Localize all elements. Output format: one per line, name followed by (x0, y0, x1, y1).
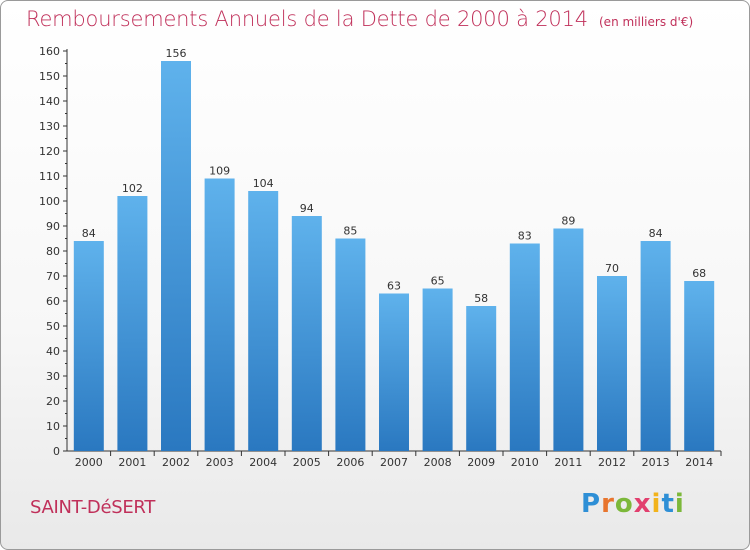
bar-value-label: 156 (166, 47, 187, 60)
x-tick-label: 2005 (293, 456, 321, 469)
x-tick-label: 2004 (249, 456, 277, 469)
x-tick-label: 2003 (206, 456, 234, 469)
bar-2009 (466, 306, 497, 451)
bar-2003 (204, 178, 235, 451)
bar-value-label: 58 (474, 292, 488, 305)
bar-value-label: 104 (253, 177, 274, 190)
bar-2010 (509, 243, 540, 451)
bar-value-label: 109 (209, 165, 230, 178)
bar-value-label: 63 (387, 280, 401, 293)
y-tick-label: 80 (46, 245, 60, 258)
chart-title: Remboursements Annuels de la Dette de 20… (26, 7, 588, 31)
y-tick-label: 10 (46, 420, 60, 433)
x-tick-label: 2012 (598, 456, 626, 469)
y-tick-label: 20 (46, 395, 60, 408)
bar-2004 (248, 191, 279, 451)
place-name: SAINT-DéSERT (30, 497, 156, 518)
x-tick-label: 2011 (554, 456, 582, 469)
y-tick-label: 150 (39, 70, 60, 83)
y-tick-label: 120 (39, 145, 60, 158)
y-tick-label: 110 (39, 170, 60, 183)
bar-value-label: 70 (605, 262, 619, 275)
x-tick-label: 2010 (511, 456, 539, 469)
y-tick-label: 70 (46, 270, 60, 283)
y-tick-label: 140 (39, 95, 60, 108)
chart-unit-note: (en milliers d'€) (599, 15, 694, 29)
y-tick-label: 0 (53, 445, 60, 458)
x-tick-label: 2008 (424, 456, 452, 469)
bar-2007 (379, 293, 409, 451)
proxiti-logo[interactable]: Proxiti (581, 489, 685, 519)
y-tick-label: 130 (39, 120, 60, 133)
bar-2005 (291, 216, 322, 451)
y-tick-label: 60 (46, 295, 60, 308)
chart-title-block: Remboursements Annuels de la Dette de 20… (26, 7, 693, 31)
y-tick-label: 30 (46, 370, 60, 383)
y-tick-label: 100 (39, 195, 60, 208)
bar-2011 (553, 228, 584, 451)
bar-value-label: 85 (343, 225, 357, 238)
bar-value-label: 84 (82, 227, 96, 240)
x-tick-label: 2013 (642, 456, 670, 469)
bar-value-label: 102 (122, 182, 143, 195)
y-tick-label: 50 (46, 320, 60, 333)
x-tick-label: 2007 (380, 456, 408, 469)
bar-value-label: 68 (692, 267, 706, 280)
x-tick-label: 2014 (685, 456, 713, 469)
bar-2002 (161, 61, 191, 451)
bar-value-label: 65 (431, 275, 445, 288)
bar-value-label: 84 (649, 227, 663, 240)
bar-value-label: 89 (561, 215, 575, 228)
bar-2013 (640, 241, 671, 451)
x-tick-label: 2000 (75, 456, 103, 469)
bar-2008 (422, 288, 453, 451)
y-tick-label: 90 (46, 220, 60, 233)
x-tick-label: 2001 (118, 456, 146, 469)
bar-2006 (335, 238, 366, 451)
x-tick-label: 2002 (162, 456, 190, 469)
bar-2001 (117, 196, 148, 451)
y-tick-label: 160 (39, 45, 60, 58)
x-tick-label: 2009 (467, 456, 495, 469)
bar-2000 (73, 241, 104, 451)
x-tick-label: 2006 (336, 456, 364, 469)
y-tick-label: 40 (46, 345, 60, 358)
bar-value-label: 83 (518, 230, 532, 243)
bar-2014 (684, 281, 715, 451)
bar-2012 (597, 276, 627, 451)
bar-value-label: 94 (300, 202, 314, 215)
